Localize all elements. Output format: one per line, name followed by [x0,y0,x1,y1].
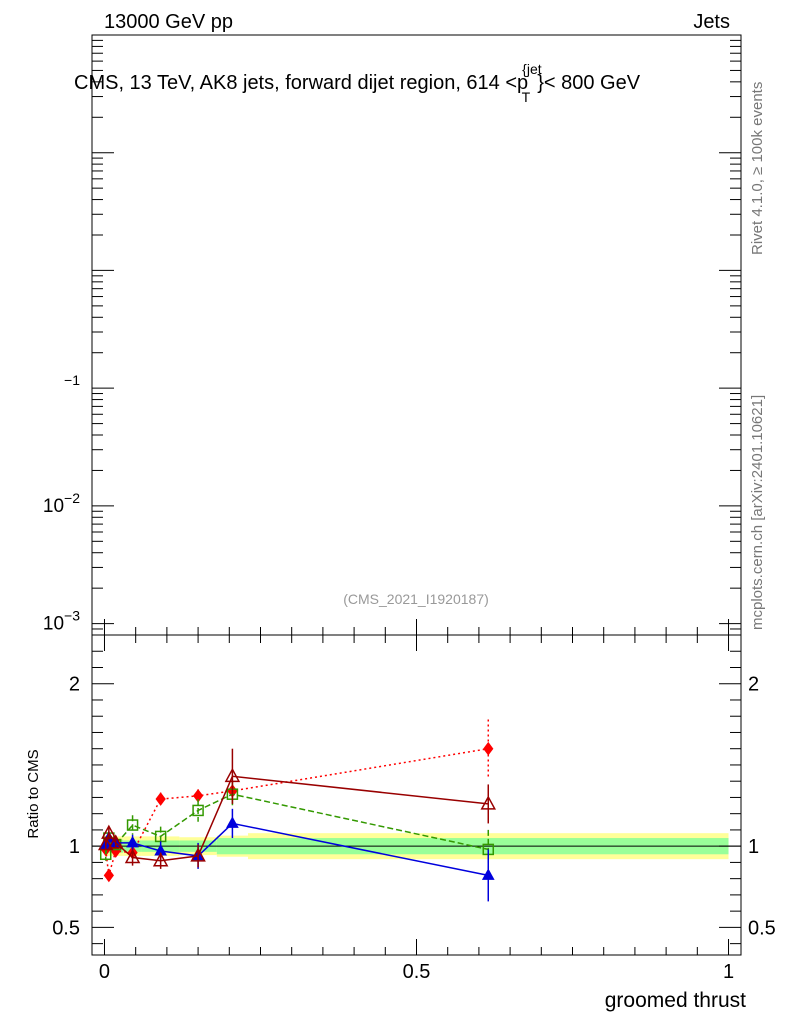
plot-title-sup: {jet [522,61,542,77]
header-left: 13000 GeV pp [104,11,233,33]
ratio-x-tick-label: 0 [99,961,110,983]
main-y-tick-label: 10−3 [43,608,80,635]
data-point [126,819,139,831]
data-point [155,792,166,806]
data-point [103,868,114,883]
data-point [224,767,241,783]
data-point [226,816,239,828]
y-axis-label: Ratio to CMS [25,749,42,838]
series-3 [97,748,497,869]
ratio-y-tick-label-right: 2 [748,674,759,696]
ratio-y-tick-label-right: 1 [748,836,759,858]
data-point [107,834,124,849]
plot-title-main: CMS, 13 TeV, AK8 jets, forward dijet reg… [74,72,528,94]
data-point [152,852,169,867]
main-y-tick-base: 10 [43,614,64,635]
data-point [480,795,497,810]
main-y-tick-base: 10 [43,496,64,517]
main-y-tick-exp: −3 [64,608,80,624]
data-point [97,835,114,851]
ratio-x-tick-label: 0.5 [403,961,431,983]
ratio-tick-labels: 0.5 0.5 1 1 2 2 0 0.5 1 [52,674,776,983]
data-point [481,868,495,880]
plot-title-end: }< 800 GeV [537,72,641,94]
x-axis-label: groomed thrust [605,989,746,1012]
ratio-y-tick-label: 0.5 [52,917,80,939]
rivet-version-label: Rivet 4.1.0, ≥ 100k events [749,82,766,255]
header-right: Jets [693,11,730,33]
ratio-y-tick-label: 1 [69,836,80,858]
ratio-series [97,719,497,902]
data-point [192,804,204,817]
plot-title: CMS, 13 TeV, AK8 jets, forward dijet reg… [74,61,641,105]
main-y-tick-exp: −2 [64,490,80,506]
ratio-x-tick-label: 1 [723,961,734,983]
plot-title-sub: T [522,89,531,105]
series-line [104,775,489,862]
data-point [124,848,141,864]
data-point [101,824,117,839]
data-point [190,847,206,862]
data-point [483,741,494,756]
ratio-y-tick-label: 2 [69,674,80,696]
main-panel-frame [91,34,742,636]
main-y-tick-labels: −110−210−3 [43,372,80,634]
ratio-y-tick-label-right: 0.5 [748,917,776,939]
data-point [126,835,139,848]
ratio-panel-frame [91,634,742,956]
main-y-ticks [92,34,741,636]
main-y-tick-label: 10−2 [43,490,80,517]
main-y-tick-exp: −1 [64,372,80,388]
analysis-watermark: (CMS_2021_I1920187) [343,591,489,607]
ratio-ticks [92,619,741,955]
mcplots-label: mcplots.cern.ch [arXiv:2401.10621] [749,395,766,630]
main-y-tick-label: −1 [64,372,80,388]
